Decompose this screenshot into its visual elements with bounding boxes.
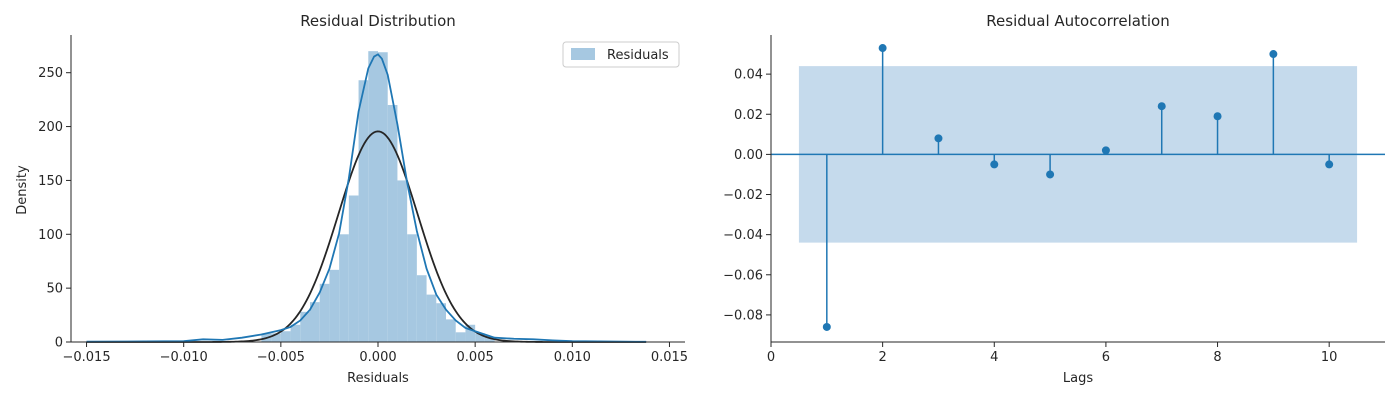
- histogram-bar: [407, 234, 417, 342]
- y-tick-label: 100: [38, 228, 63, 243]
- x-axis-label: Residuals: [347, 371, 409, 386]
- y-ticks: −0.08 −0.06 −0.04 −0.02 0.00 0.02 0.04: [723, 68, 771, 323]
- y-tick-label: 0.04: [734, 68, 763, 83]
- x-tick-label: 0.000: [359, 350, 396, 365]
- y-tick-label: 200: [38, 120, 63, 135]
- x-tick-label: −0.010: [160, 350, 208, 365]
- histogram-bar: [455, 332, 466, 342]
- histogram-bar: [280, 331, 291, 342]
- x-tick-label: 0.015: [651, 350, 688, 365]
- legend: Residuals: [562, 41, 680, 68]
- histogram-bar: [368, 51, 378, 342]
- histogram-bar: [339, 234, 349, 342]
- histogram-bar: [378, 52, 388, 343]
- y-axis-label: Density: [15, 165, 30, 215]
- y-tick-label: 0.00: [734, 148, 763, 163]
- residual-distribution-chart: Residual Distribution −0.015 −0.010 −0.005…: [15, 12, 688, 386]
- histogram-bar: [416, 275, 427, 342]
- y-tick-label: 250: [38, 66, 63, 81]
- y-tick-label: 0: [55, 336, 63, 351]
- acf-point: [1269, 50, 1278, 59]
- y-tick-label: 50: [46, 282, 63, 297]
- legend-entry: Residuals: [607, 48, 669, 63]
- acf-point: [990, 160, 999, 169]
- y-ticks: 0 50 100 150 200 250: [38, 66, 71, 351]
- histogram-bars: [261, 51, 495, 343]
- histogram-bar: [309, 302, 320, 342]
- chart-title: Residual Autocorrelation: [986, 12, 1169, 30]
- histogram-bar: [465, 324, 476, 342]
- histogram-bar: [436, 303, 447, 342]
- histogram-bar: [348, 195, 359, 342]
- acf-point: [822, 322, 831, 331]
- x-tick-label: 0.010: [554, 350, 591, 365]
- x-tick-label: 0.005: [457, 350, 494, 365]
- y-tick-label: 0.02: [734, 108, 763, 123]
- y-tick-label: −0.06: [723, 268, 763, 283]
- histogram-bar: [484, 336, 495, 342]
- x-tick-label: −0.005: [257, 350, 305, 365]
- histogram-bar: [290, 324, 301, 342]
- histogram-bar: [387, 105, 398, 342]
- histogram-bar: [271, 333, 281, 342]
- x-ticks: 0 2 4 6 8 10: [767, 342, 1338, 365]
- y-tick-label: −0.08: [723, 308, 763, 323]
- acf-point: [878, 44, 887, 53]
- x-tick-label: 8: [1213, 350, 1221, 365]
- residual-autocorrelation-chart: Residual Autocorrelation 0 2 4 6 8 10 −0.08−0…: [723, 12, 1385, 386]
- histogram-bar: [426, 294, 437, 342]
- x-tick-label: 4: [990, 350, 998, 365]
- acf-point: [1046, 170, 1055, 179]
- x-tick-label: 10: [1321, 350, 1338, 365]
- acf-point: [1101, 146, 1110, 155]
- histogram-bar: [475, 333, 485, 342]
- legend-swatch: [571, 48, 595, 60]
- histogram-bar: [397, 180, 408, 342]
- x-axis-label: Lags: [1063, 371, 1093, 386]
- histogram-bar: [329, 269, 340, 342]
- histogram-bar: [319, 283, 330, 342]
- x-tick-label: −0.015: [62, 350, 110, 365]
- kde-line: [86, 53, 647, 343]
- y-tick-label: 150: [38, 174, 63, 189]
- x-ticks: −0.015 −0.010 −0.005 0.000 0.005 0.010 0.015: [62, 342, 688, 365]
- acf-stems: [822, 44, 1334, 331]
- x-tick-label: 6: [1102, 350, 1110, 365]
- acf-point: [1325, 160, 1334, 169]
- acf-point: [934, 134, 943, 143]
- chart-title: Residual Distribution: [300, 12, 456, 30]
- histogram-bar: [358, 80, 369, 343]
- histogram-bar: [300, 311, 310, 342]
- x-tick-label: 2: [878, 350, 886, 365]
- acf-point: [1213, 112, 1222, 121]
- acf-point: [1157, 102, 1166, 111]
- histogram-bar: [446, 319, 456, 342]
- x-tick-label: 0: [767, 350, 775, 365]
- y-tick-label: −0.04: [723, 228, 763, 243]
- y-tick-label: −0.02: [723, 188, 763, 203]
